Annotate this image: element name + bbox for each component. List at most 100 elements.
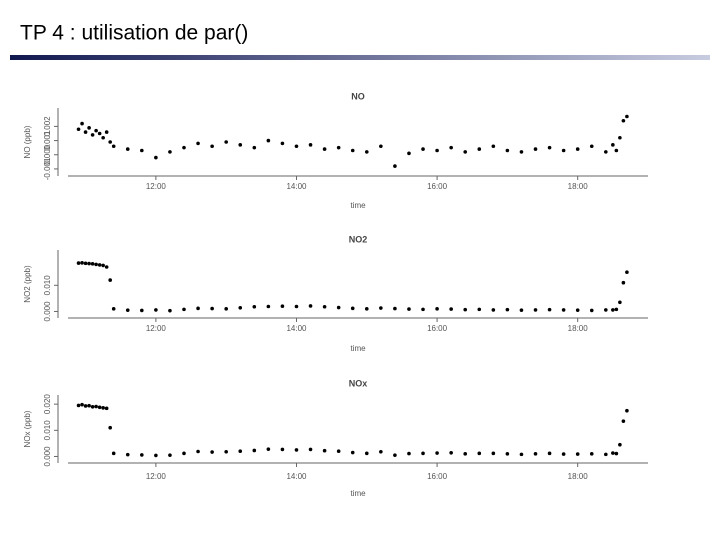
data-point xyxy=(393,453,397,457)
data-point xyxy=(364,150,369,154)
data-point xyxy=(491,308,496,312)
data-point xyxy=(224,307,228,311)
data-point xyxy=(94,128,98,133)
data-point xyxy=(463,307,468,312)
data-point xyxy=(449,451,453,455)
y-tick-label: -0.001 xyxy=(43,157,52,180)
x-axis-label: time xyxy=(350,489,366,498)
data-point xyxy=(168,453,172,457)
data-point xyxy=(625,114,629,119)
data-point xyxy=(108,278,112,282)
title-rule xyxy=(10,55,710,60)
data-point xyxy=(210,450,214,454)
data-point xyxy=(575,308,580,312)
y-tick-label: 0.020 xyxy=(43,394,52,415)
x-tick-label: 12:00 xyxy=(146,324,167,333)
x-tick-label: 16:00 xyxy=(427,472,448,481)
data-point xyxy=(308,143,313,147)
data-point xyxy=(561,452,566,456)
data-point xyxy=(505,148,510,153)
data-point xyxy=(80,121,84,126)
x-tick-label: 16:00 xyxy=(427,182,448,191)
data-point xyxy=(393,164,397,168)
data-point xyxy=(407,307,411,311)
data-point xyxy=(463,452,468,456)
data-point xyxy=(196,449,200,454)
data-point xyxy=(104,265,109,269)
data-point xyxy=(533,308,538,312)
data-point xyxy=(97,405,102,410)
data-point xyxy=(350,450,355,455)
data-point xyxy=(308,304,313,308)
slide-title: TP 4 : utilisation de par() xyxy=(20,22,248,45)
data-point xyxy=(87,403,91,408)
data-point xyxy=(76,127,81,132)
data-point xyxy=(87,126,91,130)
data-point xyxy=(252,304,257,309)
data-point xyxy=(294,448,299,452)
panel-title: NO xyxy=(351,91,365,101)
data-point xyxy=(280,304,285,309)
data-point xyxy=(407,451,411,456)
y-axis-label: NOx (ppb) xyxy=(23,410,32,447)
data-point xyxy=(621,280,626,285)
data-point xyxy=(182,145,186,150)
data-point xyxy=(322,448,327,453)
data-point xyxy=(611,308,615,312)
x-tick-label: 12:00 xyxy=(146,472,167,481)
data-point xyxy=(505,307,510,312)
data-point xyxy=(589,452,594,456)
data-point xyxy=(140,453,144,457)
data-point xyxy=(407,151,411,156)
data-point xyxy=(224,140,228,144)
data-point xyxy=(547,307,552,312)
data-point xyxy=(83,261,88,266)
data-point xyxy=(266,447,271,451)
data-point xyxy=(589,308,594,313)
data-point xyxy=(621,118,626,123)
data-point xyxy=(125,147,130,151)
x-tick-label: 14:00 xyxy=(286,324,307,333)
data-point xyxy=(76,403,81,408)
data-point xyxy=(449,145,453,150)
data-point xyxy=(621,419,626,423)
data-point xyxy=(421,147,425,151)
data-point xyxy=(266,138,271,143)
data-point xyxy=(108,425,112,430)
data-point xyxy=(154,155,158,160)
data-point xyxy=(625,270,629,275)
data-point xyxy=(90,262,95,266)
data-point xyxy=(519,150,524,154)
data-point xyxy=(111,144,116,149)
data-point xyxy=(154,453,158,458)
y-tick-label: 0.000 xyxy=(43,301,52,322)
data-point xyxy=(322,304,327,309)
data-point xyxy=(83,404,88,408)
data-point xyxy=(561,148,566,153)
y-tick-label: 0.010 xyxy=(43,420,52,441)
data-point xyxy=(463,150,468,154)
data-point xyxy=(104,130,109,134)
data-point xyxy=(589,144,594,149)
data-point xyxy=(533,147,538,151)
data-point xyxy=(618,300,622,305)
data-point xyxy=(421,307,425,312)
data-point xyxy=(94,262,98,267)
data-point xyxy=(547,145,552,150)
data-point xyxy=(111,307,116,311)
panel-title: NO2 xyxy=(349,234,368,244)
data-point xyxy=(94,404,98,409)
y-tick-label: 0.001 xyxy=(43,130,52,151)
data-point xyxy=(224,449,228,454)
data-point xyxy=(604,308,608,312)
data-point xyxy=(280,447,285,452)
data-point xyxy=(168,150,172,154)
data-point xyxy=(421,451,425,456)
data-point xyxy=(614,148,619,153)
data-point xyxy=(604,150,608,154)
data-point xyxy=(364,307,369,311)
data-point xyxy=(210,306,214,311)
data-point xyxy=(97,263,102,267)
data-point xyxy=(125,308,130,312)
